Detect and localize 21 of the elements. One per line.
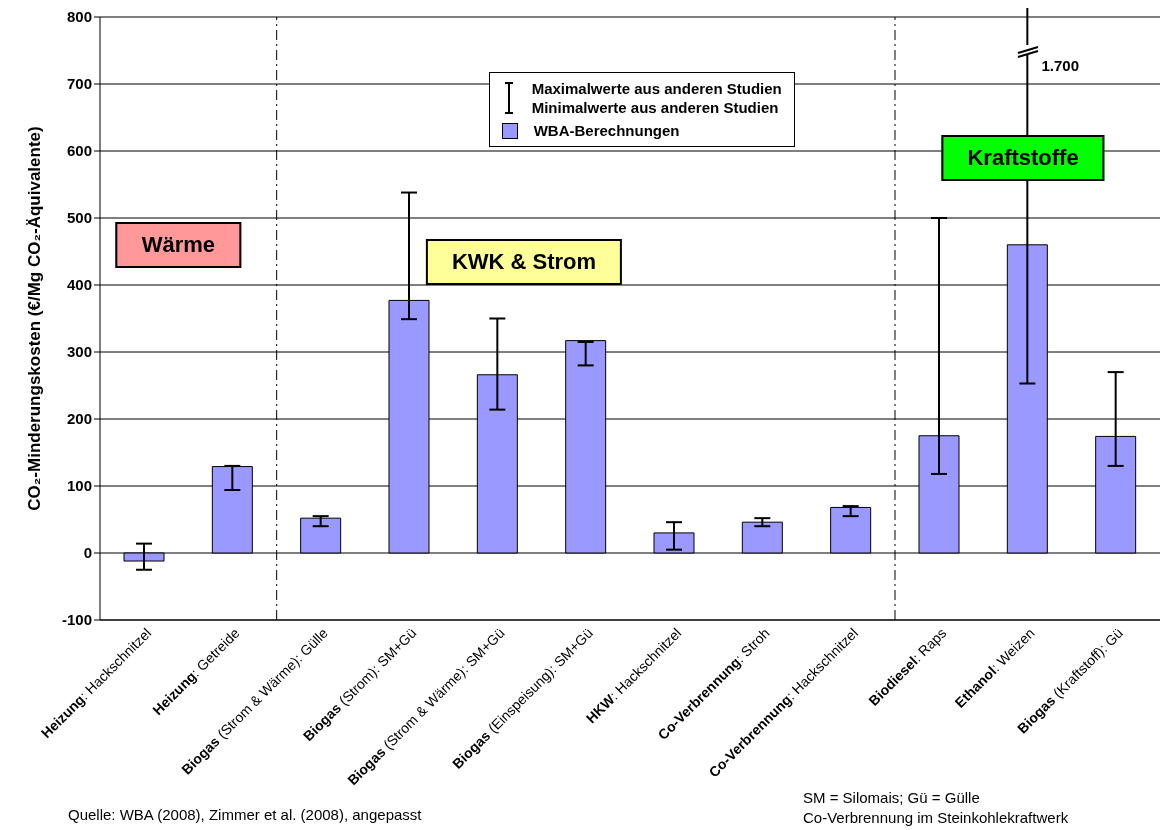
annotation: KWK & Strom xyxy=(425,238,623,285)
y-tick-label: 0 xyxy=(83,544,92,562)
y-tick-label: 800 xyxy=(66,8,92,26)
annotation: 1.700 xyxy=(1041,57,1080,74)
y-tick-label: 500 xyxy=(66,209,92,227)
y-tick-label: 300 xyxy=(66,343,92,361)
y-tick-label: 700 xyxy=(66,75,92,93)
annotation: Minimalwerte aus anderen Studien xyxy=(531,98,780,117)
y-tick-label: 600 xyxy=(66,142,92,160)
y-tick-label: 200 xyxy=(66,410,92,428)
y-axis-title: CO₂-Minderungskosten (€/Mg CO₂-Äquivalente) xyxy=(25,126,45,511)
y-tick-label: -100 xyxy=(61,611,92,629)
legend-label: WBA-Berechnungen xyxy=(533,121,680,140)
y-tick-label: 400 xyxy=(66,276,92,294)
y-tick-label: 100 xyxy=(66,477,92,495)
text: Co-Verbrennung im Steinkohlekraftwerk xyxy=(803,808,1069,828)
annotation: Kraftstoffe xyxy=(941,134,1105,181)
text: SM = Silomais; Gü = Gülle xyxy=(803,788,981,808)
source-note: Quelle: WBA (2008), Zimmer et al. (2008), angepasst xyxy=(68,806,422,823)
annotation: Wärme xyxy=(115,221,242,268)
annotation: Maximalwerte aus anderen Studien xyxy=(531,79,782,98)
